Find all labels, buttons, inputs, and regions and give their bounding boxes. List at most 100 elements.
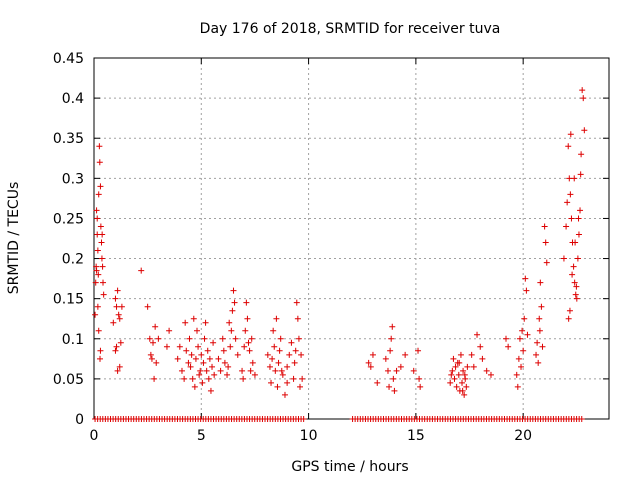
data-point <box>505 343 512 350</box>
data-point <box>100 279 107 286</box>
data-point <box>459 387 466 394</box>
y-tick-label: 0.35 <box>53 131 84 147</box>
y-axis-label: SRMTID / TECUs <box>6 182 22 295</box>
data-point <box>96 159 103 166</box>
data-point <box>539 343 546 350</box>
data-point <box>251 371 258 378</box>
data-point <box>189 375 196 382</box>
gridlines <box>94 58 609 419</box>
data-point <box>230 287 237 294</box>
data-point <box>147 351 154 358</box>
data-point <box>148 355 155 362</box>
data-point <box>206 355 213 362</box>
data-point <box>294 315 301 322</box>
data-point <box>100 291 107 298</box>
data-point <box>234 351 241 358</box>
data-point <box>187 363 194 370</box>
data-point <box>266 363 273 370</box>
data-point <box>577 207 584 214</box>
data-point <box>97 223 104 230</box>
data-point <box>96 143 103 150</box>
data-point <box>204 347 211 354</box>
data-point <box>272 367 279 374</box>
data-point <box>182 319 189 326</box>
x-axis-label: GPS time / hours <box>291 459 408 475</box>
data-point <box>118 303 125 310</box>
data-point <box>416 375 423 382</box>
data-point <box>387 347 394 354</box>
data-point <box>99 263 106 270</box>
data-point <box>514 383 521 390</box>
data-point <box>220 347 227 354</box>
data-point <box>274 383 281 390</box>
data-point <box>276 347 283 354</box>
data-point <box>572 239 579 246</box>
data-point <box>459 379 466 386</box>
data-point <box>516 335 523 342</box>
data-point <box>393 367 400 374</box>
data-point <box>483 367 490 374</box>
data-point <box>369 351 376 358</box>
data-point <box>215 355 222 362</box>
data-point <box>248 335 255 342</box>
data-point <box>93 207 100 214</box>
data-point <box>397 363 404 370</box>
data-point <box>94 303 101 310</box>
data-point <box>98 255 105 262</box>
y-tick-label: 0.25 <box>53 211 84 227</box>
data-point <box>185 359 192 366</box>
data-point <box>297 383 303 390</box>
data-point <box>232 335 239 342</box>
data-point <box>374 379 381 386</box>
data-point <box>278 367 285 374</box>
data-point <box>519 327 526 334</box>
data-point <box>152 323 159 330</box>
data-point <box>470 363 477 370</box>
y-tick-label: 0.3 <box>62 171 84 187</box>
data-point <box>575 215 582 222</box>
data-point <box>455 371 462 378</box>
y-tick-label: 0.05 <box>53 372 84 388</box>
data-point <box>543 259 550 266</box>
data-point <box>479 355 486 362</box>
data-point <box>115 311 122 318</box>
data-point <box>183 347 190 354</box>
data-point <box>155 335 162 342</box>
data-point <box>542 239 549 246</box>
y-tick-label: 0.15 <box>53 292 84 308</box>
data-point <box>574 255 581 262</box>
data-point <box>190 315 197 322</box>
data-point <box>221 359 228 366</box>
data-point <box>93 267 100 274</box>
data-point <box>567 191 574 198</box>
data-point <box>231 299 238 306</box>
data-point <box>279 371 286 378</box>
data-point <box>209 363 216 370</box>
data-point <box>295 335 302 342</box>
data-point <box>390 375 397 382</box>
data-point <box>146 335 153 342</box>
data-point <box>268 379 275 386</box>
data-point <box>579 87 586 94</box>
data-point <box>520 347 527 354</box>
data-point <box>94 247 101 254</box>
data-point <box>293 299 300 306</box>
data-point <box>264 351 271 358</box>
data-point <box>217 367 224 374</box>
data-point <box>461 371 468 378</box>
data-point <box>275 359 282 366</box>
data-point <box>112 347 119 354</box>
data-point <box>176 343 183 350</box>
data-point <box>281 391 288 398</box>
data-point <box>198 351 205 358</box>
data-point <box>153 359 160 366</box>
data-point <box>572 291 579 298</box>
data-point <box>521 315 528 322</box>
data-point <box>560 255 567 262</box>
data-point <box>290 375 297 382</box>
data-point <box>226 319 233 326</box>
data-point <box>151 375 158 382</box>
data-point <box>386 383 393 390</box>
